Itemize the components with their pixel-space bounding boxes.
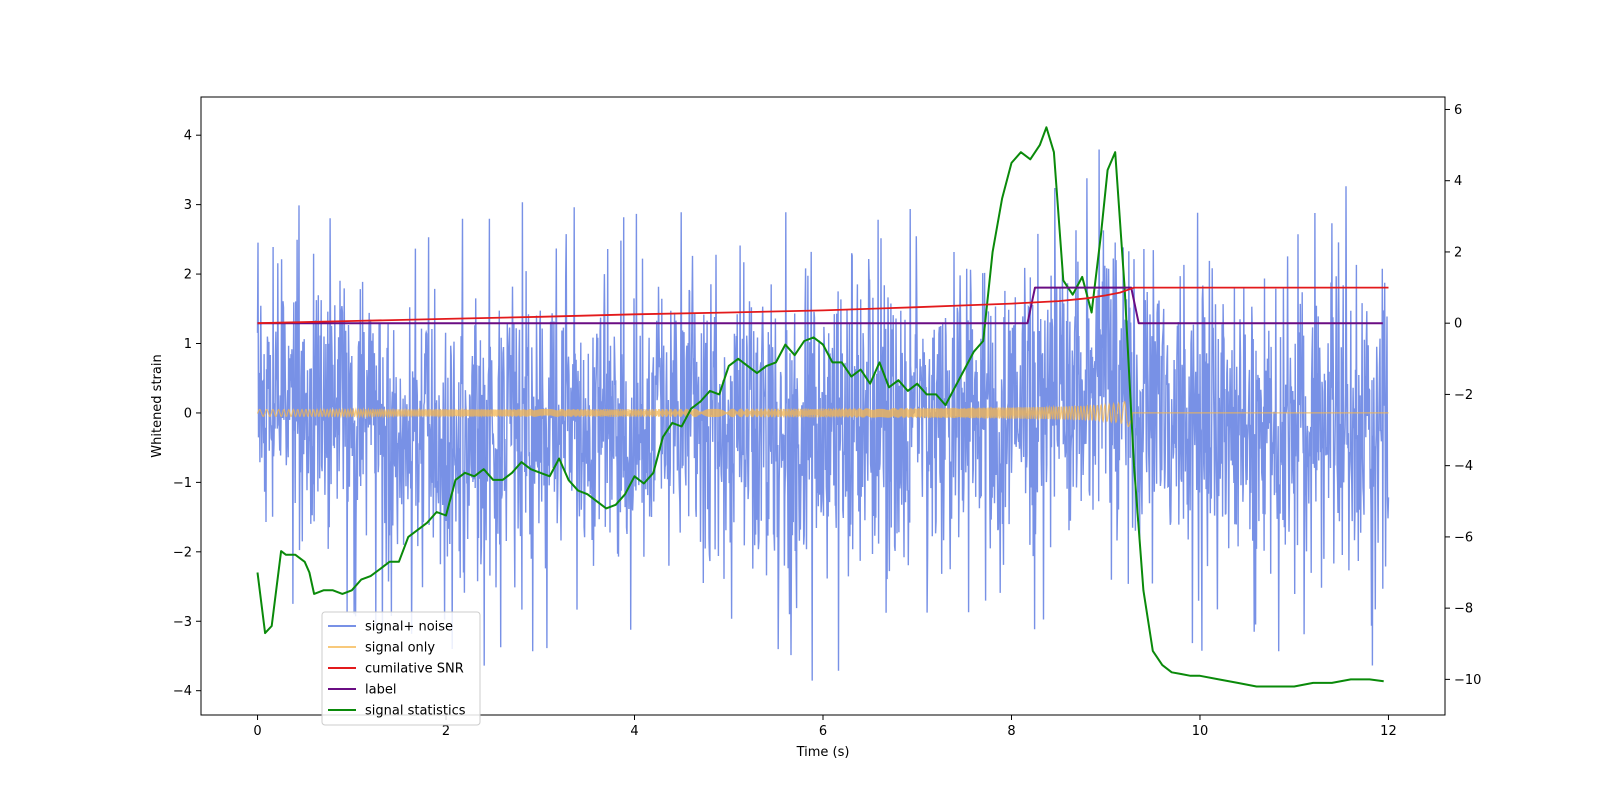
- y2-tick-label: −8: [1454, 602, 1473, 617]
- y2-tick-label: 0: [1454, 317, 1462, 332]
- series-signal-only: [256, 400, 1389, 429]
- x-tick-label: 6: [819, 724, 827, 739]
- y2-tick-label: 4: [1454, 174, 1462, 189]
- y-tick-label: −3: [173, 615, 192, 630]
- y-tick-label: 3: [184, 198, 192, 213]
- y-tick-label: −4: [173, 684, 192, 699]
- legend-label: cumilative SNR: [365, 662, 464, 677]
- series-signal-noise: [256, 149, 1390, 681]
- y-tick-label: 0: [184, 406, 192, 421]
- x-tick-label: 12: [1380, 724, 1397, 739]
- x-tick-label: 4: [630, 724, 638, 739]
- plot-area: [256, 126, 1390, 688]
- y2-tick-label: −2: [1454, 388, 1473, 403]
- series-signal-statistics: [256, 126, 1384, 688]
- y-tick-label: 2: [184, 268, 192, 283]
- y-tick-label: −1: [173, 476, 192, 491]
- y2-tick-label: 2: [1454, 245, 1462, 260]
- x-tick-label: 8: [1007, 724, 1015, 739]
- y2-tick-label: −4: [1454, 459, 1473, 474]
- y2-tick-label: −6: [1454, 530, 1473, 545]
- y-tick-label: −2: [173, 545, 192, 560]
- series-label: [257, 286, 1383, 325]
- legend-label: signal only: [365, 641, 435, 656]
- y-tick-label: 4: [184, 129, 192, 144]
- legend-label: signal statistics: [365, 704, 466, 719]
- legend-label: label: [365, 683, 396, 698]
- y2-tick-label: −10: [1454, 673, 1481, 688]
- y2-tick-label: 6: [1454, 103, 1462, 118]
- x-axis-label: Time (s): [796, 745, 850, 760]
- legend: signal+ noise signal only cumilative SNR la…: [321, 611, 481, 726]
- y-axis-label: Whitened strain: [150, 354, 165, 457]
- x-tick-label: 2: [442, 724, 450, 739]
- legend-label: signal+ noise: [365, 620, 453, 635]
- x-tick-label: 0: [253, 724, 261, 739]
- x-tick-label: 10: [1192, 724, 1209, 739]
- y-tick-label: 1: [184, 337, 192, 352]
- legend-box: [321, 611, 481, 726]
- series-cumulative-snr: [257, 286, 1389, 325]
